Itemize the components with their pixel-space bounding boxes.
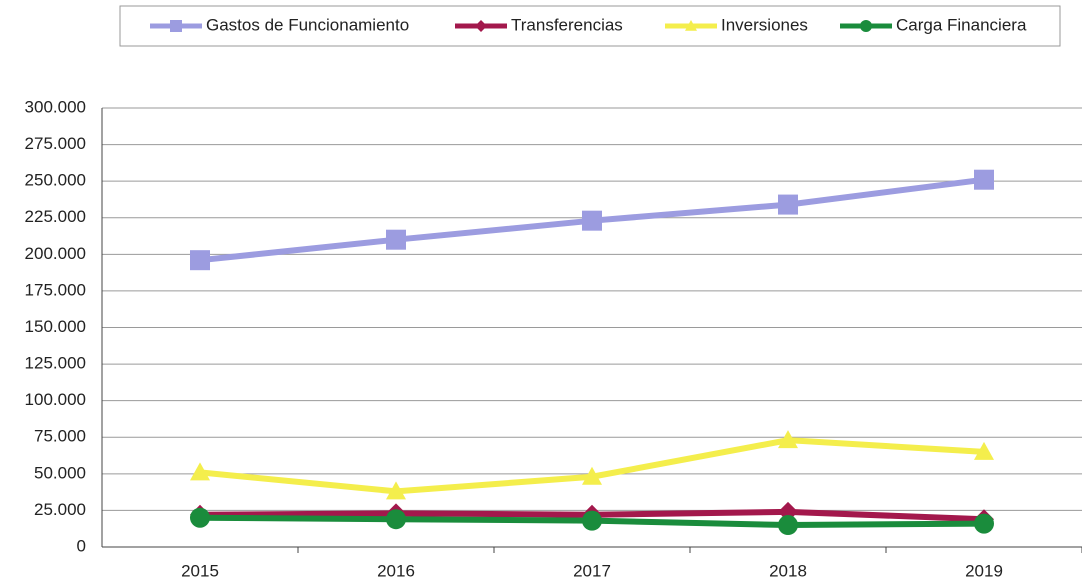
marker bbox=[860, 20, 872, 32]
y-tick-label: 250.000 bbox=[25, 171, 86, 190]
legend-label: Transferencias bbox=[511, 15, 623, 34]
marker bbox=[974, 513, 994, 534]
marker bbox=[190, 507, 210, 528]
marker bbox=[778, 194, 798, 215]
x-tick-label: 2015 bbox=[181, 561, 219, 580]
marker bbox=[386, 229, 406, 250]
legend-label: Gastos de Funcionamiento bbox=[206, 15, 409, 34]
x-tick-label: 2017 bbox=[573, 561, 611, 580]
marker bbox=[582, 466, 602, 485]
y-tick-label: 275.000 bbox=[25, 134, 86, 153]
legend-label: Carga Financiera bbox=[896, 15, 1027, 34]
y-tick-label: 100.000 bbox=[25, 390, 86, 409]
marker bbox=[582, 210, 602, 231]
y-tick-label: 200.000 bbox=[25, 244, 86, 263]
legend-box bbox=[119, 5, 1061, 47]
y-tick-label: 125.000 bbox=[25, 354, 86, 373]
x-tick-label: 2016 bbox=[377, 561, 415, 580]
y-tick-label: 0 bbox=[77, 536, 86, 555]
y-tick-label: 150.000 bbox=[25, 317, 86, 336]
y-tick-label: 50.000 bbox=[34, 463, 86, 482]
legend-label: Inversiones bbox=[721, 15, 808, 34]
marker bbox=[974, 169, 994, 190]
marker bbox=[386, 481, 406, 500]
marker bbox=[685, 20, 697, 31]
marker bbox=[190, 250, 210, 271]
marker bbox=[475, 20, 487, 32]
marker bbox=[190, 462, 210, 481]
y-tick-label: 175.000 bbox=[25, 280, 86, 299]
marker bbox=[386, 509, 406, 530]
y-tick-label: 75.000 bbox=[34, 427, 86, 446]
y-tick-label: 25.000 bbox=[34, 500, 86, 519]
y-tick-label: 225.000 bbox=[25, 207, 86, 226]
marker bbox=[974, 441, 994, 460]
marker bbox=[778, 515, 798, 536]
x-tick-label: 2019 bbox=[965, 561, 1003, 580]
x-tick-label: 2018 bbox=[769, 561, 807, 580]
marker bbox=[778, 430, 798, 449]
marker bbox=[582, 510, 602, 531]
y-tick-label: 300.000 bbox=[25, 97, 86, 116]
marker bbox=[170, 20, 182, 32]
